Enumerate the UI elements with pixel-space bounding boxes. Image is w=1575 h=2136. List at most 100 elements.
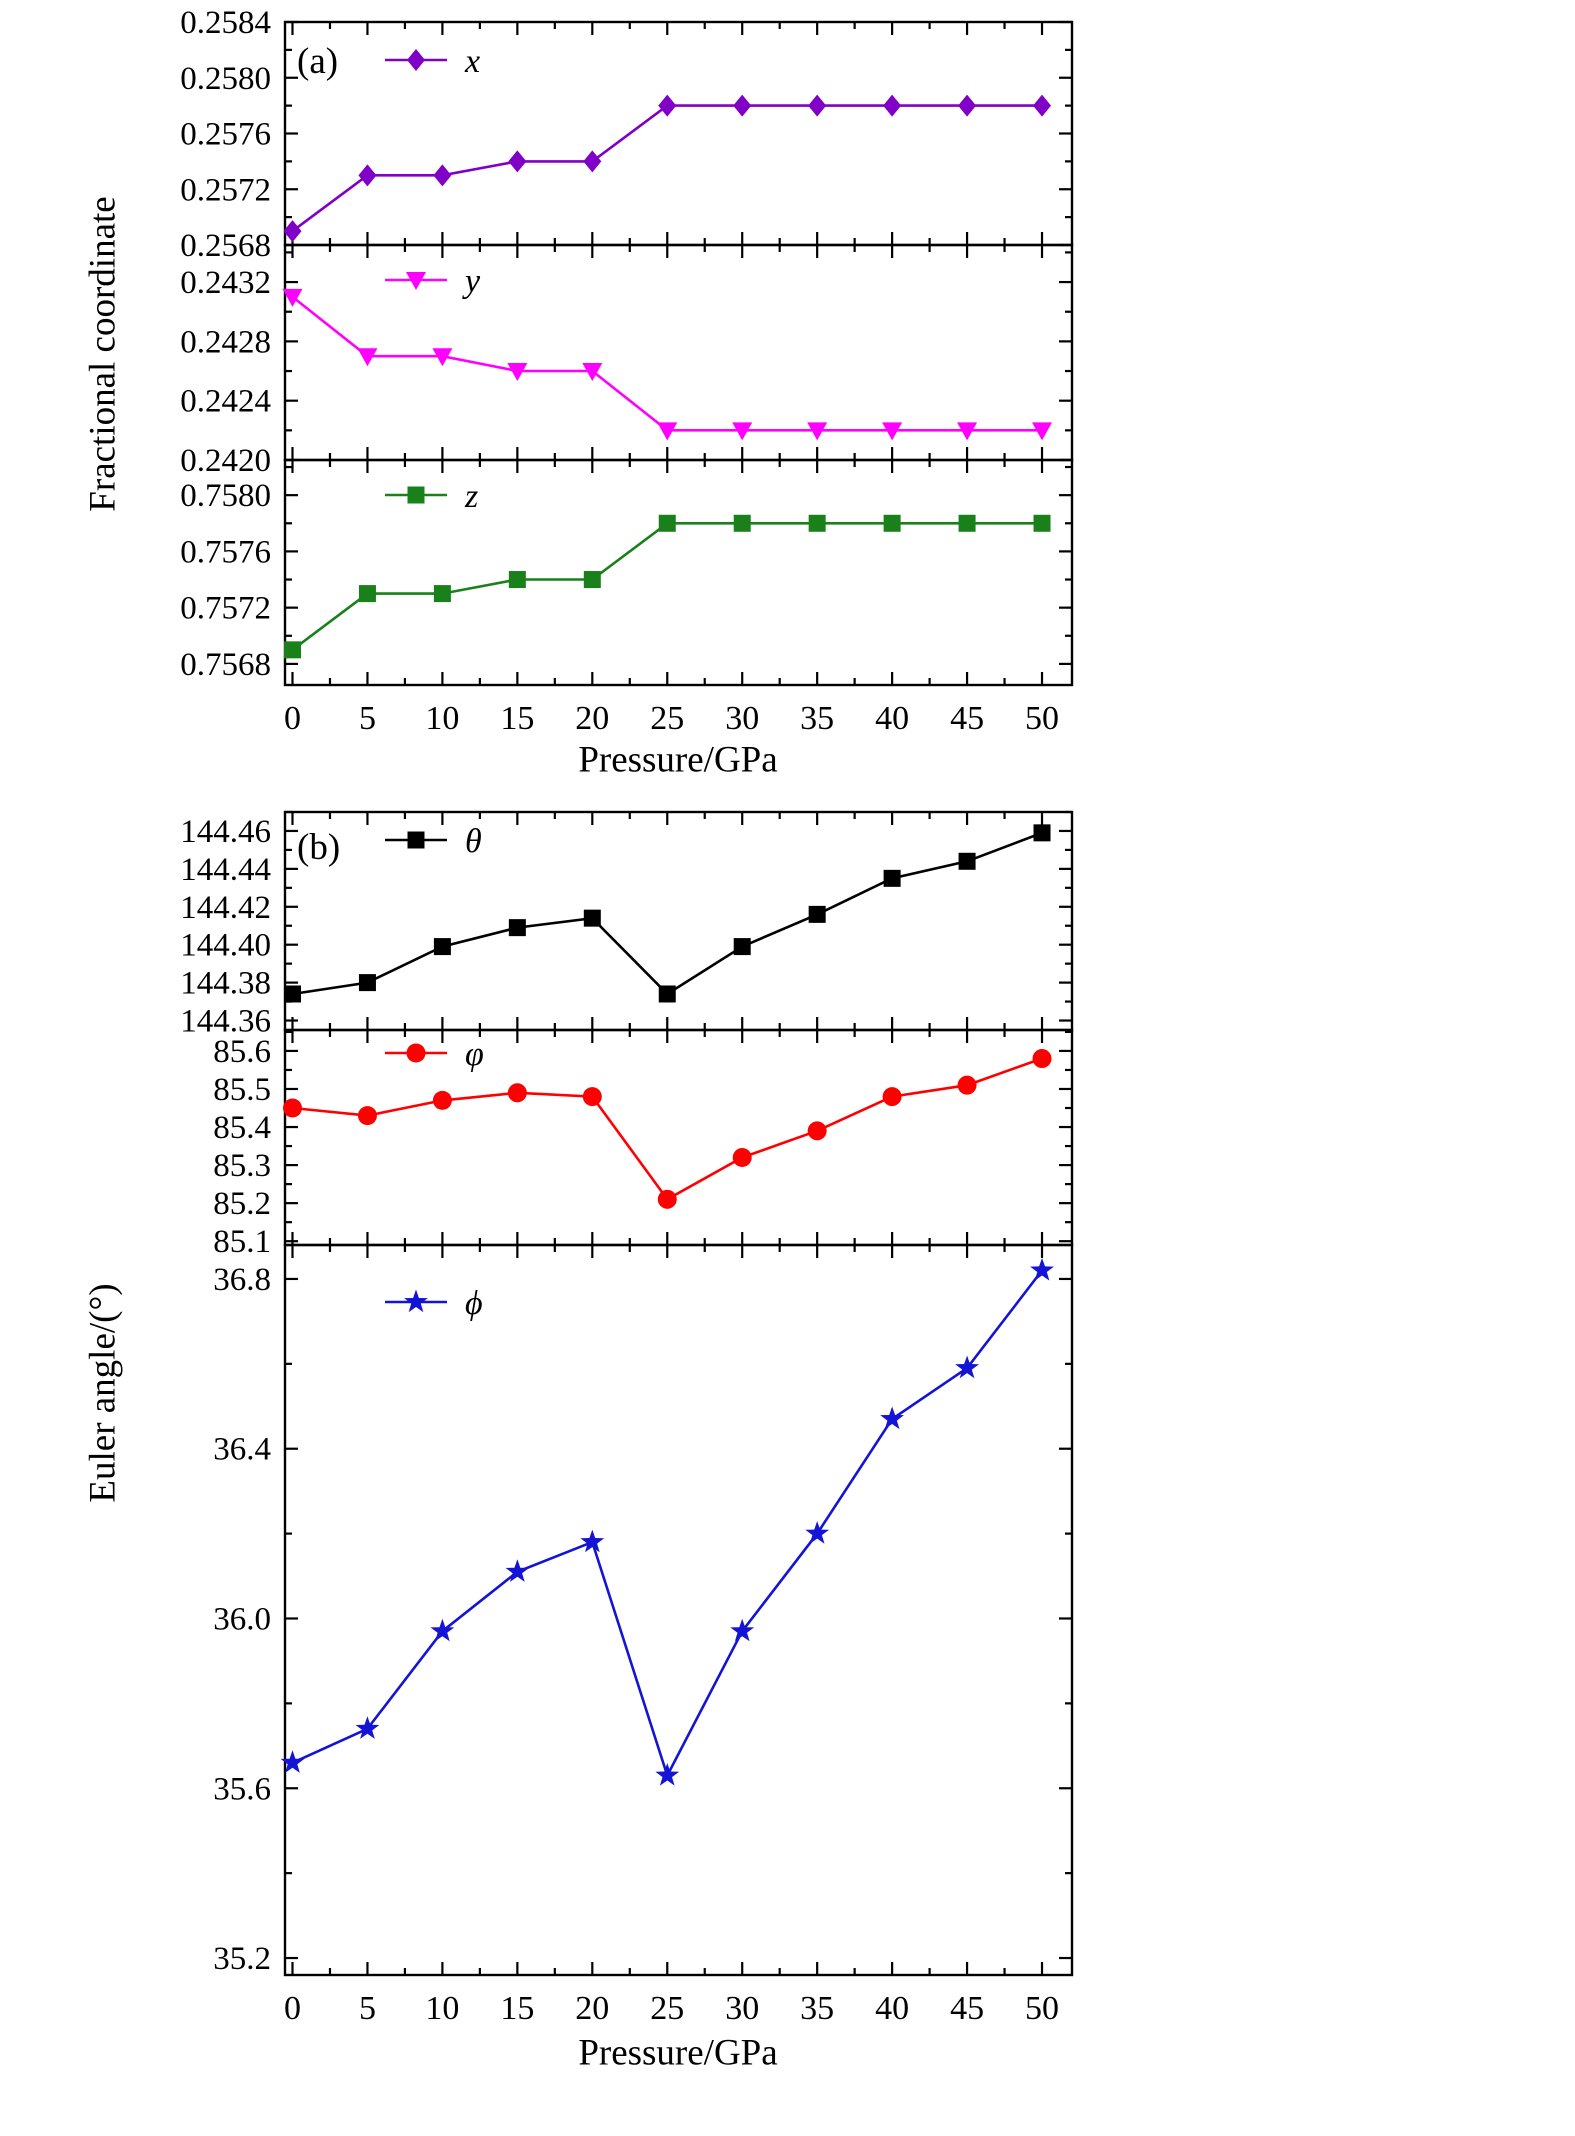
triangle-marker (357, 348, 378, 367)
y-tick-label: 144.36 (180, 1004, 271, 1040)
y-tick-label: 0.2580 (180, 61, 271, 97)
y-tick-label: 85.2 (213, 1186, 271, 1222)
circle-marker (357, 1106, 377, 1126)
y-tick-label: 0.7576 (180, 534, 271, 570)
diamond-marker (958, 94, 977, 117)
x-tick-label: 15 (500, 700, 534, 737)
x-tick-label: 40 (875, 700, 909, 737)
y-tick-label: 0.2572 (180, 172, 271, 208)
triangle-marker (432, 348, 453, 367)
star-marker (505, 1559, 530, 1582)
y-tick-label: 0.2568 (180, 228, 271, 264)
circle-marker (732, 1147, 752, 1167)
triangle-marker (882, 422, 903, 441)
panel-b: 144.36 144.38 144.40 144.42 144.44 144.46 θ 85.… (0, 790, 1575, 2136)
triangle-marker (957, 422, 978, 441)
panel-a-tag: (a) (297, 41, 339, 82)
square-marker (433, 585, 451, 603)
square-marker (407, 486, 425, 504)
y-tick-label: 35.2 (213, 1941, 271, 1977)
y-tick-label: 85.5 (213, 1072, 271, 1108)
star-marker (1030, 1258, 1054, 1281)
y-tick-label: 36.8 (213, 1262, 271, 1298)
triangle-marker (807, 422, 828, 441)
panel-a-ylabel: Fractional coordinate (82, 196, 124, 512)
diamond-marker (1033, 94, 1052, 117)
star-marker (730, 1618, 755, 1642)
x-tick-label: 50 (1025, 700, 1059, 737)
circle-marker (1032, 1049, 1052, 1069)
triangle-marker (507, 363, 528, 382)
square-marker (283, 641, 301, 659)
square-marker (283, 985, 301, 1003)
diamond-marker (358, 164, 377, 187)
square-marker (433, 938, 451, 956)
circle-marker (657, 1189, 677, 1209)
x-tick-label: 30 (725, 1990, 759, 2027)
panel-a-plot: 0.25680.25720.25760.25800.2584x0.24200.2… (180, 5, 1074, 737)
circle-marker (282, 1098, 302, 1118)
square-marker (808, 905, 826, 923)
x-tick-label: 45 (950, 1990, 984, 2027)
subplot-a-z: 0.7568 0.7572 0.7576 0.7580 0 5 10 15 20 25 30 35 40… (180, 458, 1074, 737)
panel-b-xlabel: Pressure/GPa (578, 2032, 778, 2074)
star-marker (805, 1521, 830, 1544)
triangle-marker (732, 422, 753, 441)
x-tick-label: 5 (359, 1990, 376, 2027)
y-tick-label: 0.7568 (180, 647, 271, 683)
circle-marker (582, 1087, 602, 1107)
circle-marker (882, 1087, 902, 1107)
plot-frame (283, 1243, 1074, 1977)
diamond-marker (433, 164, 452, 187)
plot-frame (283, 458, 1074, 687)
x-tick-label: 15 (500, 1990, 534, 2027)
star-marker (655, 1763, 680, 1786)
y-tick-label: 0.7572 (180, 591, 271, 627)
circle-marker (807, 1121, 827, 1141)
y-tick-label: 144.38 (180, 966, 271, 1002)
diamond-marker (658, 94, 677, 117)
x-tick-label: 0 (284, 1990, 301, 2027)
y-tick-label: 144.40 (180, 928, 271, 964)
y-tick-label: 144.46 (180, 814, 271, 850)
plot-frame (283, 1028, 1074, 1247)
y-tick-label: 144.42 (180, 890, 271, 926)
x-tick-label: 25 (650, 1990, 684, 2027)
y-tick-label: 144.44 (180, 852, 271, 888)
y-tick-label: 0.2424 (180, 384, 271, 420)
subplot-b-phi: 35.2 35.6 36.0 36.4 36.8 0 5 10 15 20 25 30 35 40 45 50… (213, 1243, 1074, 2027)
square-marker (1033, 824, 1051, 842)
x-tick-label: 10 (425, 700, 459, 737)
circle-marker (507, 1083, 527, 1103)
legend-label-z: z (464, 478, 478, 515)
y-tick-label: 85.3 (213, 1148, 271, 1184)
series-line-y (291, 295, 1042, 432)
circle-marker (957, 1075, 977, 1095)
diamond-marker (583, 150, 602, 173)
square-marker (508, 919, 526, 937)
star-marker (280, 1750, 305, 1773)
x-tick-label: 45 (950, 700, 984, 737)
star-marker (430, 1618, 455, 1642)
y-tick-label: 0.2432 (180, 265, 271, 301)
legend-label-y: y (462, 263, 481, 300)
square-marker (883, 514, 901, 532)
triangle-marker (406, 272, 426, 290)
star-marker (355, 1716, 380, 1739)
x-tick-label: 20 (575, 1990, 609, 2027)
triangle-marker (582, 363, 603, 382)
series-line-x (291, 104, 1042, 233)
star-marker (880, 1406, 904, 1430)
y-tick-label: 85.1 (213, 1224, 271, 1260)
plot-frame (283, 20, 1074, 247)
series-line-phi (291, 1269, 1044, 1779)
square-marker (808, 514, 826, 532)
square-marker (583, 909, 601, 927)
x-tick-label: 0 (284, 700, 301, 737)
diamond-marker (883, 94, 902, 117)
circle-marker (406, 1043, 426, 1063)
legend-label-x: x (464, 43, 480, 80)
series-line-z (291, 521, 1042, 651)
square-marker (733, 514, 751, 532)
